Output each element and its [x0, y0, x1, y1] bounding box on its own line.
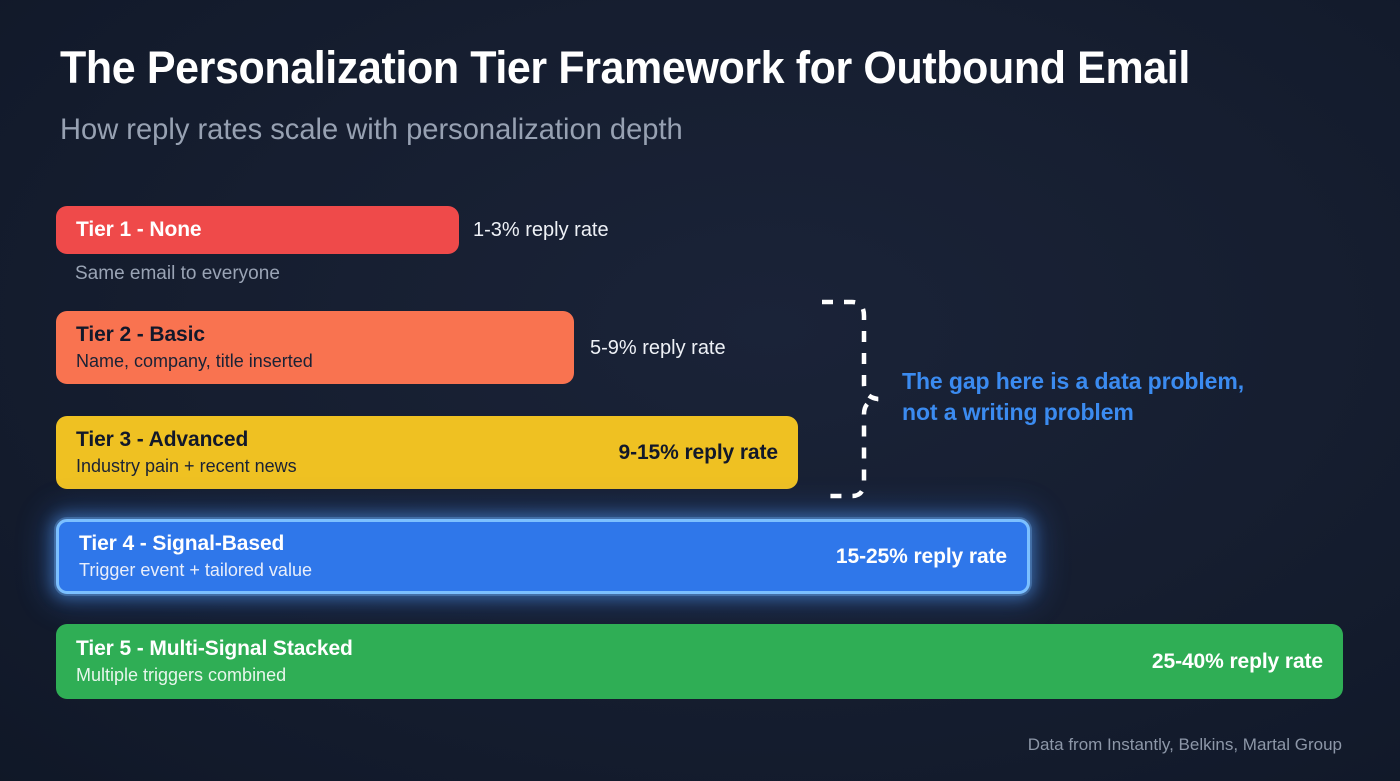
tier-rate-3: 9-15% reply rate [618, 440, 779, 464]
tier-bar-2[interactable]: Tier 2 - Basic Name, company, title inse… [56, 311, 574, 384]
tier-rate-2: 5-9% reply rate [590, 337, 726, 359]
tier-bar-title-2: Tier 2 - Basic [76, 322, 205, 346]
tier-bar-4[interactable]: Tier 4 - Signal-Based Trigger event + ta… [56, 519, 1030, 594]
tier-bar-1[interactable]: Tier 1 - None [56, 206, 459, 254]
page-title: The Personalization Tier Framework for O… [60, 42, 1190, 93]
tier-description-2: Name, company, title inserted [76, 350, 313, 371]
tier-bar-title-1: Tier 1 - None [76, 217, 202, 241]
tier-rate-1: 1-3% reply rate [473, 219, 609, 241]
gap-annotation-line-2: not a writing problem [902, 399, 1134, 426]
gap-annotation-line-1: The gap here is a data problem, [902, 368, 1244, 394]
page-subtitle: How reply rates scale with personalizati… [60, 113, 683, 146]
data-source-footer: Data from Instantly, Belkins, Martal Gro… [1027, 735, 1342, 754]
tier-bar-5[interactable]: Tier 5 - Multi-Signal Stacked Multiple t… [56, 624, 1343, 699]
tier-rate-4: 15-25% reply rate [835, 544, 1007, 568]
tier-description-4: Trigger event + tailored value [79, 559, 312, 580]
tier-bar-title-4: Tier 4 - Signal-Based [79, 531, 285, 555]
tier-bar-title-3: Tier 3 - Advanced [76, 427, 249, 451]
tier-description-1: Same email to everyone [75, 263, 280, 284]
tier-rate-5: 25-40% reply rate [1151, 649, 1323, 673]
tier-description-3: Industry pain + recent news [76, 455, 297, 476]
dashed-brace-icon [822, 299, 879, 499]
tier-description-5: Multiple triggers combined [76, 664, 287, 685]
gap-annotation: The gap here is a data problem, not a wr… [902, 366, 1372, 429]
tier-bar-title-5: Tier 5 - Multi-Signal Stacked [76, 636, 353, 660]
tier-bar-3[interactable]: Tier 3 - Advanced Industry pain + recent… [56, 416, 798, 489]
